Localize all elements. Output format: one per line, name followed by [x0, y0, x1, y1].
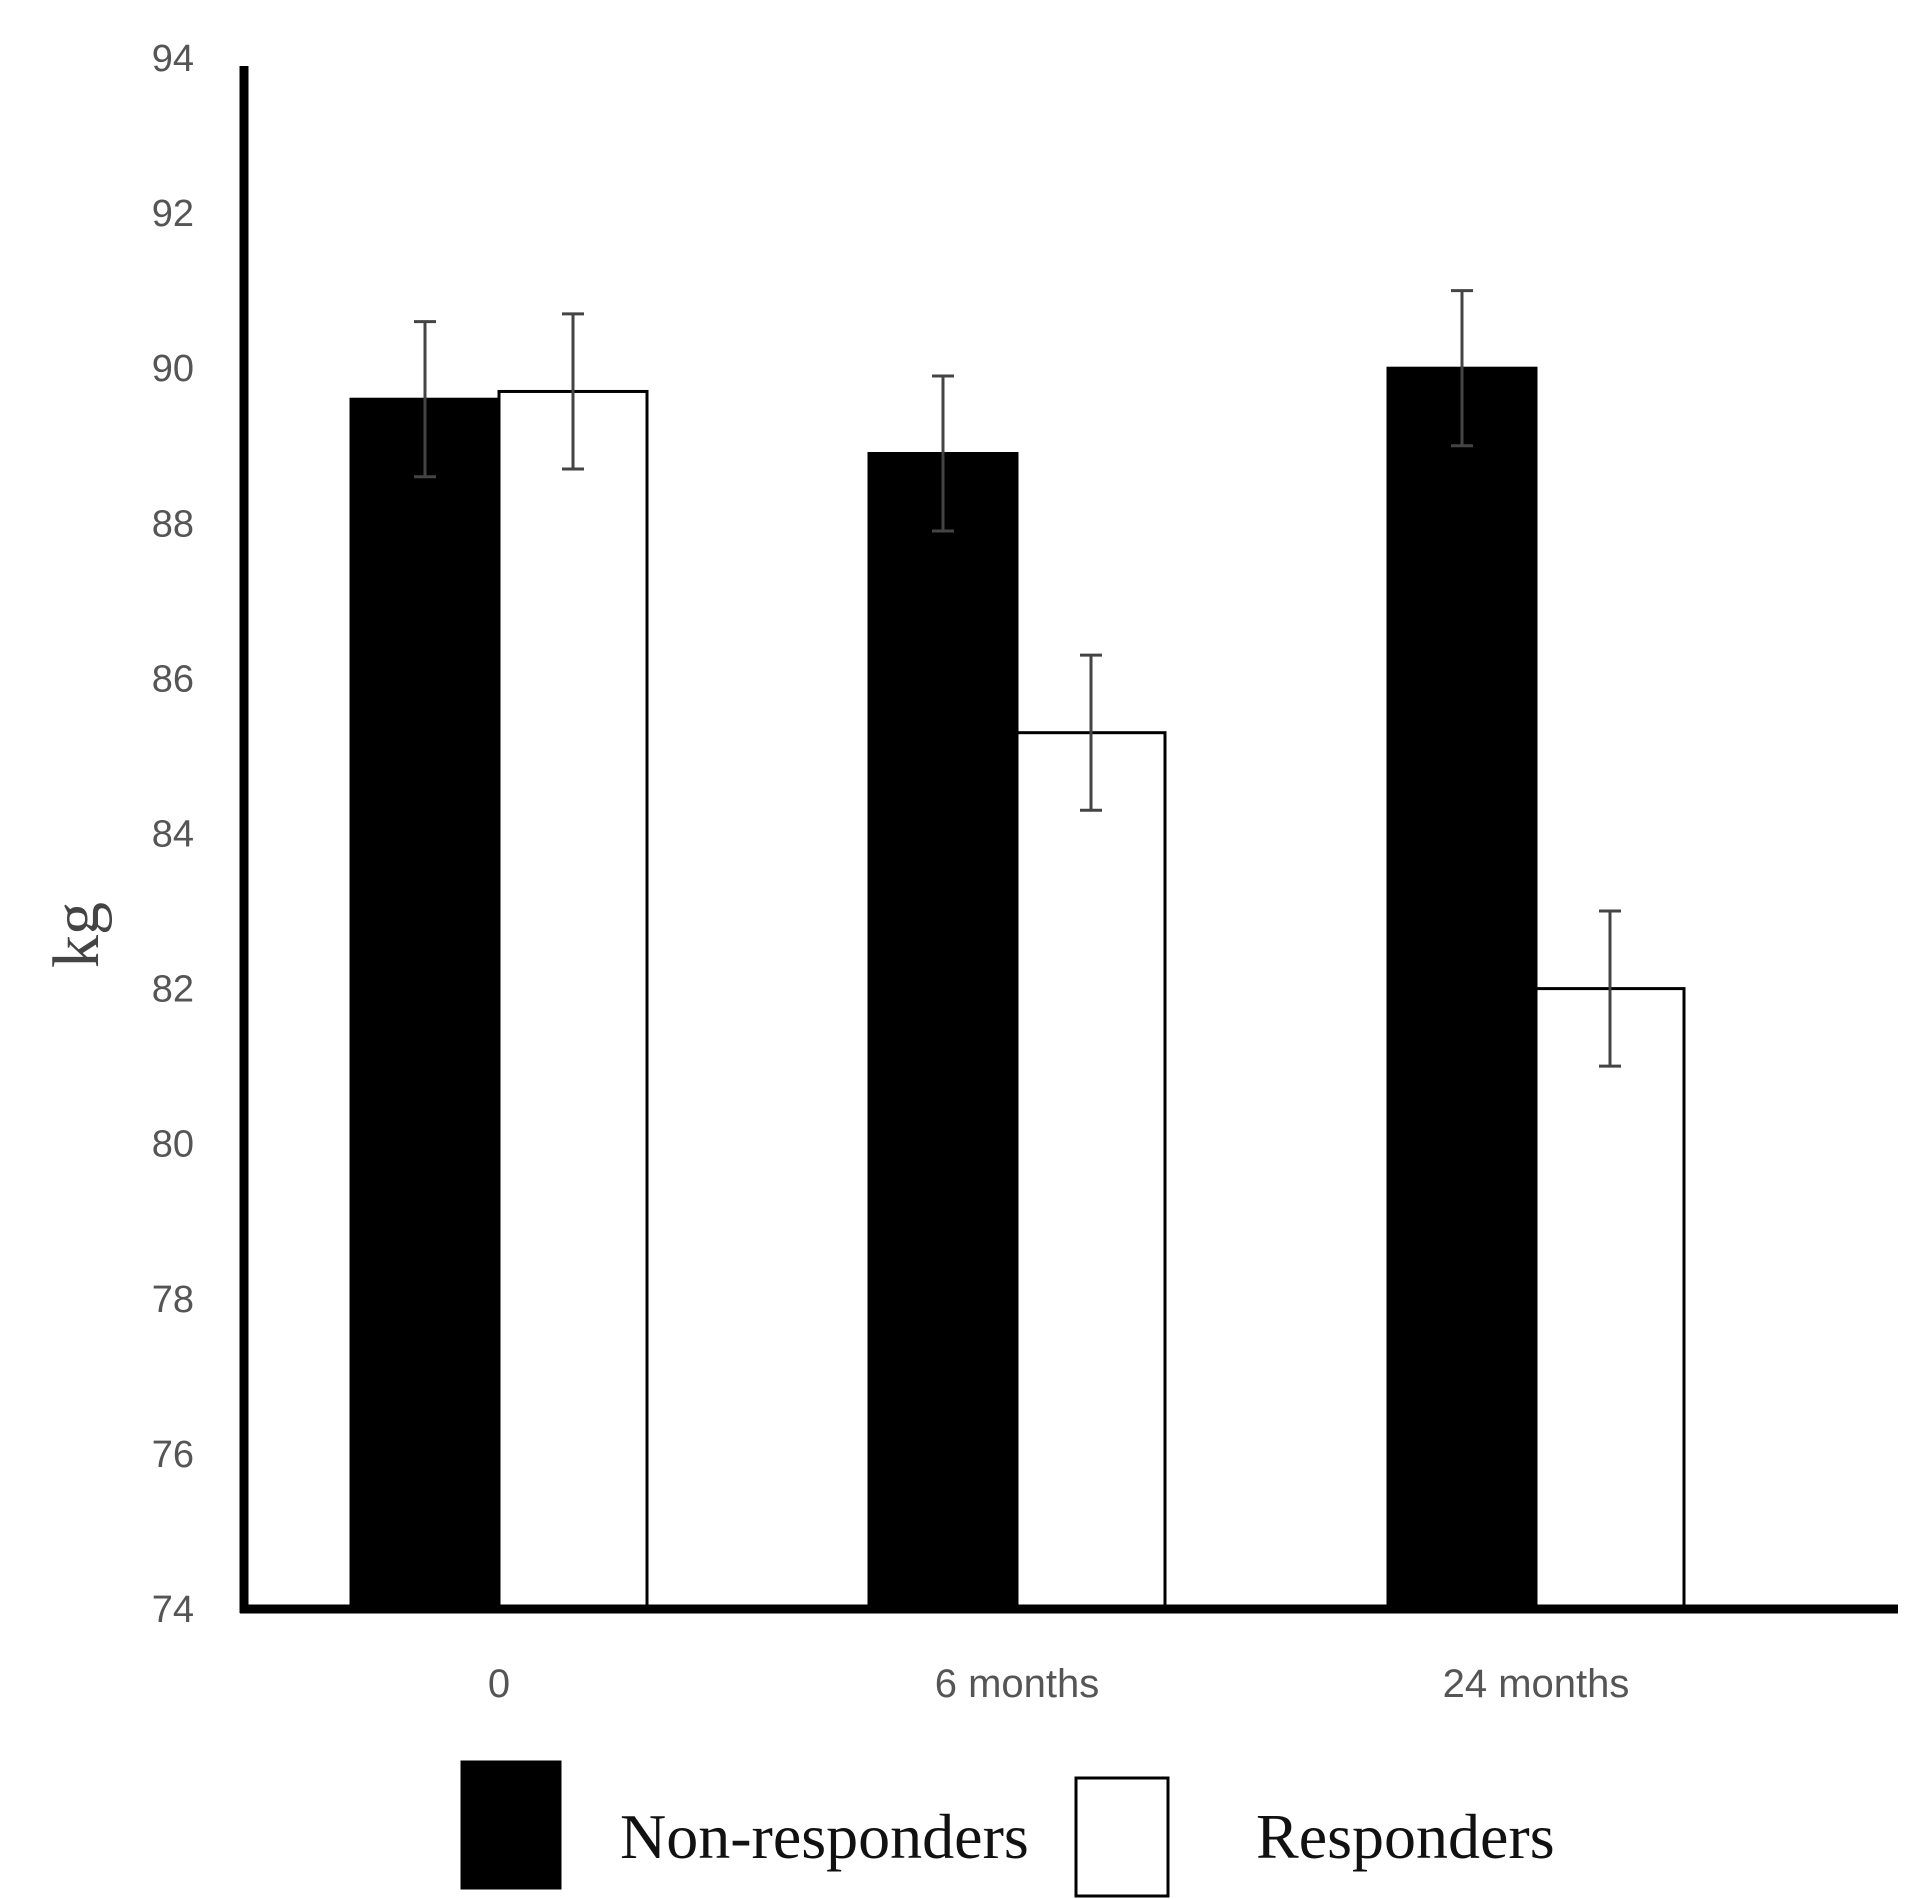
y-tick-label: 76: [152, 1434, 194, 1476]
y-axis-label: kg: [40, 902, 113, 968]
x-category-label: 6 months: [935, 1662, 1100, 1706]
y-tick-label: 74: [152, 1589, 194, 1631]
y-tick-label: 84: [152, 814, 194, 856]
legend-swatch-responders: [1074, 1776, 1170, 1898]
y-tick-label: 86: [152, 658, 194, 700]
legend-label-non-responders: Non-responders: [620, 1801, 1029, 1872]
legend-swatch-non-responders: [460, 1760, 562, 1890]
bar-responders-1: [1015, 731, 1167, 1611]
x-axis-categories: 0 6 months 24 months: [488, 1662, 1630, 1706]
bars: [349, 366, 1686, 1611]
bar-responders-0: [497, 389, 649, 1611]
y-tick-label: 94: [152, 38, 194, 80]
error-bars: [414, 289, 1621, 1068]
x-category-label: 0: [488, 1662, 510, 1706]
bar-non-responders-2: [1386, 366, 1538, 1611]
bar-non-responders-1: [867, 452, 1019, 1611]
y-tick-label: 90: [152, 348, 194, 390]
y-axis-ticks: 74 76 78 80 82 84 86 88 90 92 94: [152, 38, 194, 1631]
legend-label-responders: Responders: [1256, 1801, 1555, 1872]
bar-responders-2: [1534, 987, 1686, 1611]
x-category-label: 24 months: [1443, 1662, 1630, 1706]
y-tick-label: 80: [152, 1124, 194, 1166]
bar-non-responders-0: [349, 397, 501, 1611]
legend: Non-responders Responders: [460, 1760, 1555, 1898]
y-tick-label: 82: [152, 969, 194, 1011]
y-tick-label: 92: [152, 193, 194, 235]
y-tick-label: 78: [152, 1279, 194, 1321]
y-tick-label: 88: [152, 503, 194, 545]
